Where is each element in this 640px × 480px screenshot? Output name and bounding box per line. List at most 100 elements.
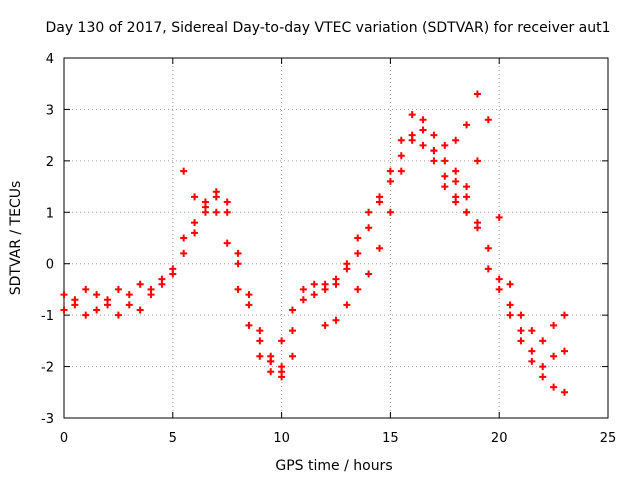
data-point-marker	[517, 327, 525, 335]
data-point-marker	[495, 213, 503, 221]
data-point-marker	[245, 301, 253, 309]
data-point-marker	[212, 188, 220, 196]
data-point-marker	[310, 291, 318, 299]
data-point-marker	[539, 363, 547, 371]
data-point-marker	[452, 177, 460, 185]
data-point-marker	[452, 136, 460, 144]
data-point-marker	[71, 301, 79, 309]
data-point-marker	[278, 337, 286, 345]
data-point-marker	[136, 280, 144, 288]
x-tick-label: 25	[600, 431, 617, 446]
data-series	[321, 126, 481, 329]
data-point-marker	[299, 296, 307, 304]
data-series	[419, 141, 568, 371]
data-point-marker	[397, 136, 405, 144]
data-point-marker	[288, 306, 296, 314]
data-point-marker	[452, 167, 460, 175]
data-point-marker	[60, 306, 68, 314]
data-point-marker	[528, 347, 536, 355]
data-point-marker	[256, 352, 264, 360]
data-point-marker	[245, 321, 253, 329]
data-point-marker	[539, 373, 547, 381]
data-point-marker	[245, 291, 253, 299]
data-point-marker	[93, 291, 101, 299]
data-point-marker	[495, 285, 503, 293]
data-series	[463, 208, 568, 345]
data-point-marker	[550, 383, 558, 391]
data-point-marker	[463, 208, 471, 216]
y-tick-label: -2	[41, 361, 54, 376]
data-point-marker	[136, 306, 144, 314]
data-point-marker	[201, 203, 209, 211]
data-point-marker	[473, 224, 481, 232]
data-point-marker	[484, 116, 492, 124]
x-tick-label: 10	[273, 431, 290, 446]
chart-title: Day 130 of 2017, Sidereal Day-to-day VTE…	[45, 20, 610, 36]
data-point-marker	[93, 306, 101, 314]
data-point-marker	[397, 167, 405, 175]
data-point-marker	[288, 327, 296, 335]
data-point-marker	[550, 352, 558, 360]
data-point-marker	[267, 352, 275, 360]
data-point-marker	[343, 265, 351, 273]
data-point-marker	[234, 260, 242, 268]
data-point-marker	[473, 157, 481, 165]
data-point-marker	[288, 352, 296, 360]
data-point-marker	[169, 270, 177, 278]
data-point-marker	[365, 208, 373, 216]
data-point-marker	[452, 193, 460, 201]
data-point-marker	[180, 167, 188, 175]
x-tick-label: 20	[491, 431, 508, 446]
data-point-marker	[82, 285, 90, 293]
data-point-marker	[125, 291, 133, 299]
data-point-marker	[560, 311, 568, 319]
data-point-marker	[223, 239, 231, 247]
data-point-marker	[256, 327, 264, 335]
data-point-marker	[506, 280, 514, 288]
data-point-marker	[484, 244, 492, 252]
data-point-marker	[278, 368, 286, 376]
data-point-marker	[114, 285, 122, 293]
data-points	[60, 90, 568, 396]
data-point-marker	[441, 172, 449, 180]
data-point-marker	[321, 280, 329, 288]
data-point-marker	[560, 388, 568, 396]
data-point-marker	[180, 249, 188, 257]
data-point-marker	[234, 249, 242, 257]
data-point-marker	[386, 177, 394, 185]
data-point-marker	[463, 183, 471, 191]
data-point-marker	[299, 285, 307, 293]
data-series	[60, 198, 275, 376]
data-point-marker	[560, 347, 568, 355]
data-point-marker	[332, 275, 340, 283]
data-point-marker	[430, 131, 438, 139]
data-series	[278, 116, 471, 376]
data-point-marker	[506, 311, 514, 319]
data-point-marker	[441, 183, 449, 191]
data-point-marker	[495, 275, 503, 283]
data-point-marker	[419, 141, 427, 149]
data-point-marker	[517, 311, 525, 319]
x-axis-label: GPS time / hours	[275, 458, 392, 474]
data-point-marker	[354, 234, 362, 242]
data-point-marker	[191, 229, 199, 237]
data-point-marker	[343, 301, 351, 309]
data-point-marker	[386, 208, 394, 216]
data-point-marker	[506, 301, 514, 309]
data-series	[180, 167, 296, 381]
grid-lines	[64, 58, 608, 418]
data-point-marker	[550, 321, 558, 329]
data-point-marker	[147, 291, 155, 299]
data-point-marker	[386, 167, 394, 175]
data-point-marker	[430, 147, 438, 155]
data-point-marker	[463, 121, 471, 129]
data-point-marker	[365, 224, 373, 232]
data-point-marker	[223, 198, 231, 206]
data-point-marker	[125, 301, 133, 309]
data-point-marker	[376, 244, 384, 252]
data-series	[267, 111, 460, 360]
y-tick-label: -1	[41, 309, 54, 324]
data-point-marker	[104, 296, 112, 304]
data-point-marker	[517, 337, 525, 345]
